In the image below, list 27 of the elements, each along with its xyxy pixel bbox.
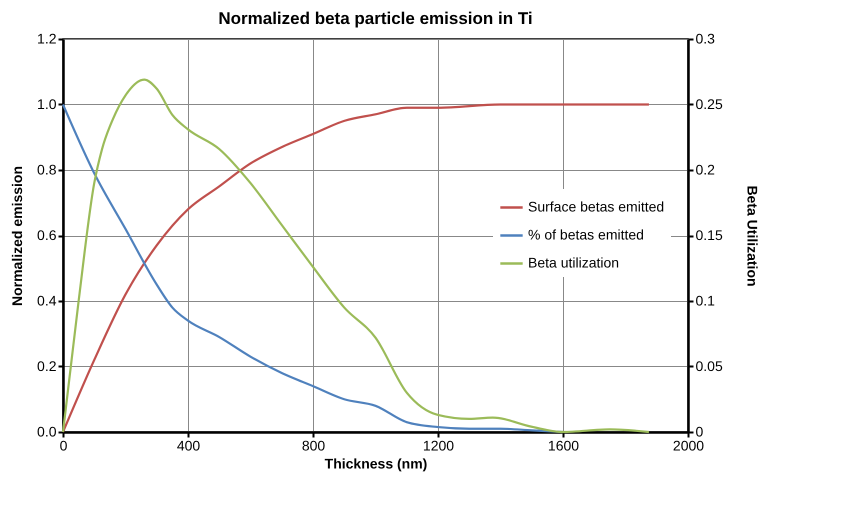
- y-tick-label: 1.2: [37, 30, 57, 46]
- y2-axis-title: Beta Utilization: [744, 185, 761, 287]
- y2-tick-label: 0.1: [696, 292, 716, 308]
- y-tick-label: 0.2: [37, 358, 57, 374]
- y2-tick-label: 0: [696, 424, 704, 440]
- x-tick-label: 400: [176, 438, 200, 454]
- chart-title: Normalized beta particle emission in Ti: [218, 9, 533, 28]
- y-tick-label: 0.0: [37, 424, 57, 440]
- y2-tick-label: 0.2: [696, 162, 716, 178]
- x-tick-label: 1600: [548, 438, 580, 454]
- legend-label: % of betas emitted: [528, 226, 644, 242]
- y2-tick-label: 0.15: [696, 227, 723, 243]
- x-tick-label: 1200: [422, 438, 454, 454]
- y-tick-label: 0.4: [37, 292, 57, 308]
- y-tick-label: 0.6: [37, 227, 57, 243]
- y-axis-title: Normalized emission: [9, 166, 26, 306]
- y-tick-label: 1.0: [37, 96, 57, 112]
- y2-tick-label: 0.25: [696, 96, 723, 112]
- y2-tick-label: 0.3: [696, 30, 716, 46]
- x-tick-label: 800: [302, 438, 326, 454]
- legend-label: Surface betas emitted: [528, 198, 664, 214]
- x-tick-label: 2000: [672, 438, 704, 454]
- y2-tick-label: 0.05: [696, 358, 723, 374]
- x-axis-title: Thickness (nm): [324, 456, 428, 472]
- x-tick-label: 0: [60, 438, 68, 454]
- legend-label: Beta utilization: [528, 254, 620, 270]
- y-tick-label: 0.8: [37, 162, 57, 178]
